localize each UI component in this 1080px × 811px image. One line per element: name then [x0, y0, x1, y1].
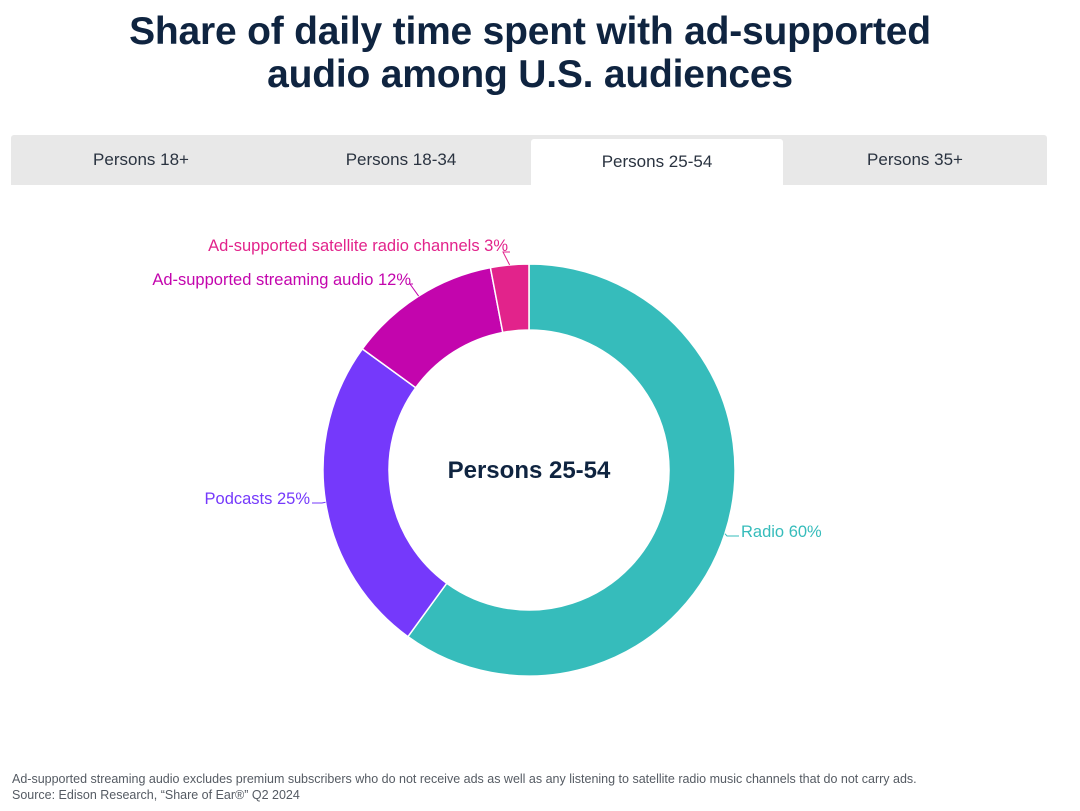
slice-radio[interactable] [406, 263, 736, 677]
tab-persons-18-34[interactable]: Persons 18-34 [345, 150, 457, 169]
tab-persons-35-plus[interactable]: Persons 35+ [867, 150, 963, 169]
leader-line-podcasts [312, 501, 326, 504]
data-label-ad-supported-streaming-audio: Ad-supported streaming audio 12% [152, 271, 411, 289]
chart-title-line-2: audio among U.S. audiences [267, 53, 793, 96]
leader-line-ad-supported-streaming-audio [409, 283, 420, 297]
footnote-source: Source: Edison Research, “Share of Ear®”… [12, 788, 300, 802]
data-label-podcasts: Podcasts 25% [205, 490, 311, 508]
footnote: Ad-supported streaming audio excludes pr… [12, 771, 1072, 803]
slice-ad-supported-satellite-radio-channels[interactable] [489, 263, 530, 334]
data-label-ad-supported-satellite-radio-channels: Ad-supported satellite radio channels 3% [208, 237, 508, 255]
footnote-note: Ad-supported streaming audio excludes pr… [12, 772, 917, 786]
slice-podcasts[interactable] [322, 347, 448, 638]
data-label-radio: Radio 60% [741, 523, 822, 541]
tab-persons-25-54[interactable]: Persons 25-54 [531, 139, 783, 185]
donut-center-label: Persons 25-54 [448, 457, 611, 484]
tab-persons-18-plus[interactable]: Persons 18+ [93, 150, 189, 169]
leader-line-radio [724, 533, 739, 537]
leader-line-ad-supported-satellite-radio-channels [502, 251, 511, 266]
audience-tabs: Persons 18+ Persons 18-34 Persons 25-54 … [11, 135, 1047, 185]
chart-title-line-1: Share of daily time spent with ad-suppor… [129, 10, 931, 53]
chart-title: Share of daily time spent with ad-suppor… [0, 10, 1060, 96]
